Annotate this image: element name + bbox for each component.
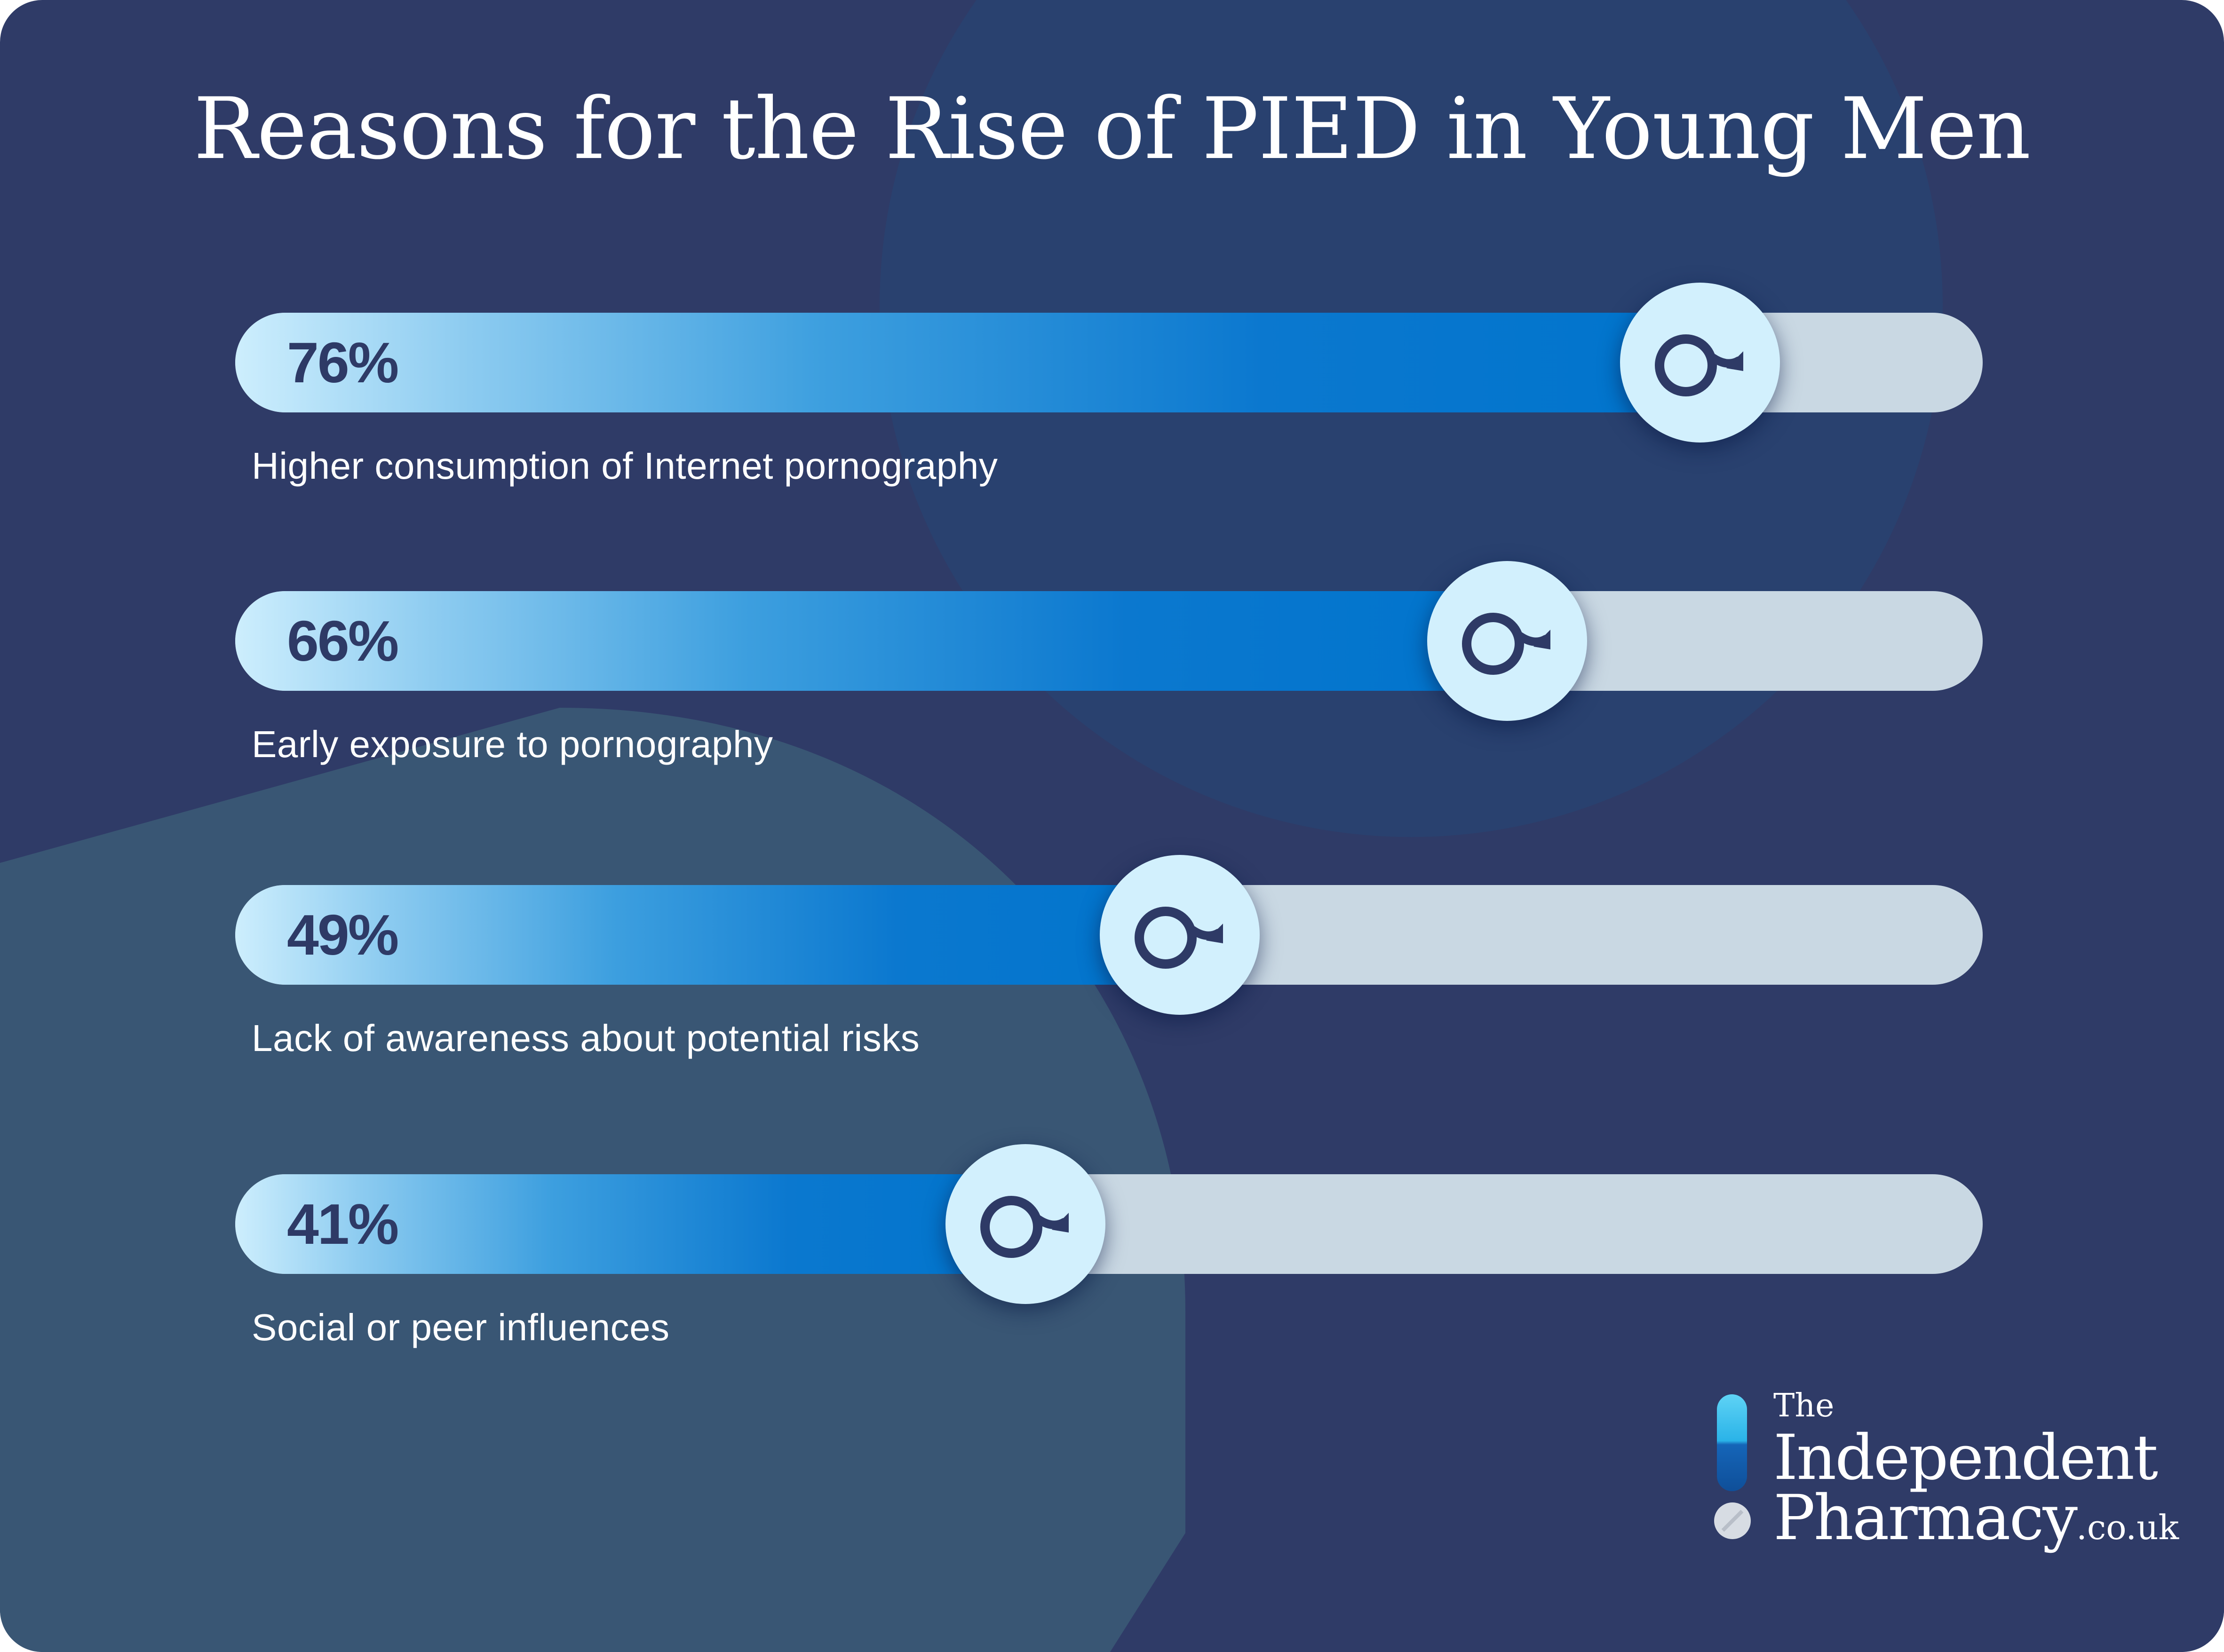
brand-logo: The Independent Pharmacy.co.uk bbox=[1712, 1385, 2179, 1554]
bar-value-label: 76% bbox=[287, 331, 399, 395]
bar-track bbox=[235, 313, 1983, 412]
male-symbol-icon bbox=[1135, 907, 1223, 969]
male-symbol-icon bbox=[980, 1196, 1069, 1258]
bar-fill bbox=[235, 1174, 1025, 1274]
bar-track bbox=[235, 591, 1983, 691]
male-symbol-icon bbox=[1462, 613, 1550, 675]
bar-fill bbox=[235, 885, 1180, 985]
background-diagonal-band bbox=[1110, 630, 2224, 1652]
tablet-icon bbox=[1714, 1502, 1751, 1539]
bar-row: 49% Lack of awareness about potential ris… bbox=[235, 855, 1983, 1139]
bar-knob bbox=[1427, 561, 1587, 721]
bar-category-label: Higher consumption of Internet pornograp… bbox=[252, 445, 998, 487]
bar-fill bbox=[235, 591, 1507, 691]
bar-fill bbox=[235, 313, 1700, 412]
bar-knob bbox=[1620, 283, 1780, 443]
bar-category-label: Lack of awareness about potential risks bbox=[252, 1017, 920, 1059]
capsule-icon bbox=[1717, 1394, 1747, 1491]
male-symbol-icon bbox=[1655, 334, 1743, 396]
bar-row: 41% Social or peer influences bbox=[235, 1144, 1983, 1428]
logo-the: The bbox=[1773, 1387, 1835, 1424]
chart-title: Reasons for the Rise of PIED in Young Me… bbox=[193, 80, 2031, 178]
bar-value-label: 49% bbox=[287, 903, 399, 967]
bar-knob bbox=[945, 1144, 1105, 1304]
logo-domain: .co.uk bbox=[2076, 1508, 2179, 1547]
bar-category-label: Early exposure to pornography bbox=[252, 723, 773, 765]
bar-category-label: Social or peer influences bbox=[252, 1306, 670, 1348]
bar-knob bbox=[1100, 855, 1260, 1015]
bar-value-label: 66% bbox=[287, 609, 399, 673]
logo-pharmacy-line: Pharmacy.co.uk bbox=[1773, 1482, 2179, 1554]
logo-independent: Independent bbox=[1773, 1422, 2158, 1494]
logo-pharmacy: Pharmacy bbox=[1773, 1482, 2078, 1554]
bar-value-label: 41% bbox=[287, 1192, 399, 1256]
bar-track bbox=[235, 1174, 1983, 1274]
bar-row: 76% Higher consumption of Internet pornog… bbox=[235, 283, 1983, 567]
bar-row: 66% Early exposure to pornography bbox=[235, 561, 1983, 845]
